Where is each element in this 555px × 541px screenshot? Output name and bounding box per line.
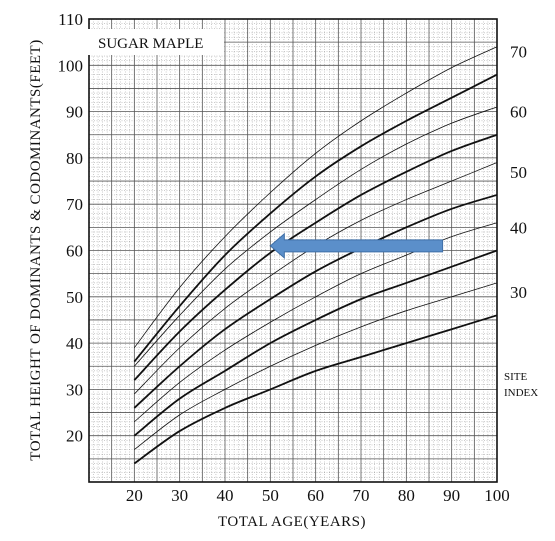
x-tick-label: 60 — [307, 486, 324, 505]
x-axis-title: TOTAL AGE(YEARS) — [218, 514, 366, 530]
y-tick-label: 90 — [66, 103, 83, 122]
y-axis-title: TOTAL HEIGHT OF DOMINANTS & CODOMINANTS(… — [28, 39, 44, 460]
x-tick-label: 90 — [443, 486, 460, 505]
site-index-curve-30 — [133, 314, 498, 465]
site-index-curves — [133, 46, 498, 465]
y-tick-label: 80 — [66, 149, 83, 168]
x-tick-label: 20 — [126, 486, 143, 505]
y-tick-label: 50 — [66, 288, 83, 307]
site-index-label-50: 50 — [510, 163, 527, 182]
y-tick-label: 60 — [66, 242, 83, 261]
y-tick-label: 110 — [58, 10, 83, 29]
site-index-labels: 30 40 50 60 70 — [510, 42, 527, 302]
y-tick-labels: 20 30 40 50 60 70 80 90 100 110 — [58, 10, 84, 446]
x-tick-label: 30 — [171, 486, 188, 505]
site-index-label-60: 60 — [510, 103, 527, 122]
site-index-label-70: 70 — [510, 42, 527, 61]
site-index-label-40: 40 — [510, 218, 527, 237]
site-index-curve-intermediate — [134, 106, 498, 367]
pointer-arrow — [269, 232, 444, 259]
y-tick-label: 70 — [66, 195, 83, 214]
x-tick-labels: 20 30 40 50 60 70 80 90 100 — [126, 486, 510, 505]
title-box — [88, 29, 224, 55]
site-index-curve-60 — [133, 133, 498, 381]
y-tick-label: 20 — [66, 427, 83, 446]
x-tick-label: 50 — [262, 486, 279, 505]
y-tick-label: 100 — [58, 56, 84, 75]
site-index-caption-line2: INDEX — [504, 387, 538, 399]
chart-title: SUGAR MAPLE — [98, 36, 203, 52]
site-index-curve-40 — [133, 249, 498, 437]
site-index-curve-intermediate — [134, 46, 498, 348]
site-index-curve-70 — [133, 73, 498, 363]
x-tick-label: 100 — [484, 486, 510, 505]
site-index-curve-50 — [133, 194, 498, 409]
annotations — [269, 232, 444, 259]
site-index-curve-intermediate — [134, 282, 498, 450]
x-tick-label: 40 — [217, 486, 234, 505]
y-tick-label: 30 — [66, 380, 83, 399]
site-index-label-30: 30 — [510, 283, 527, 302]
y-tick-label: 40 — [66, 334, 83, 353]
site-index-caption-line1: SITE — [504, 371, 528, 383]
x-tick-label: 80 — [398, 486, 415, 505]
x-tick-label: 70 — [353, 486, 370, 505]
